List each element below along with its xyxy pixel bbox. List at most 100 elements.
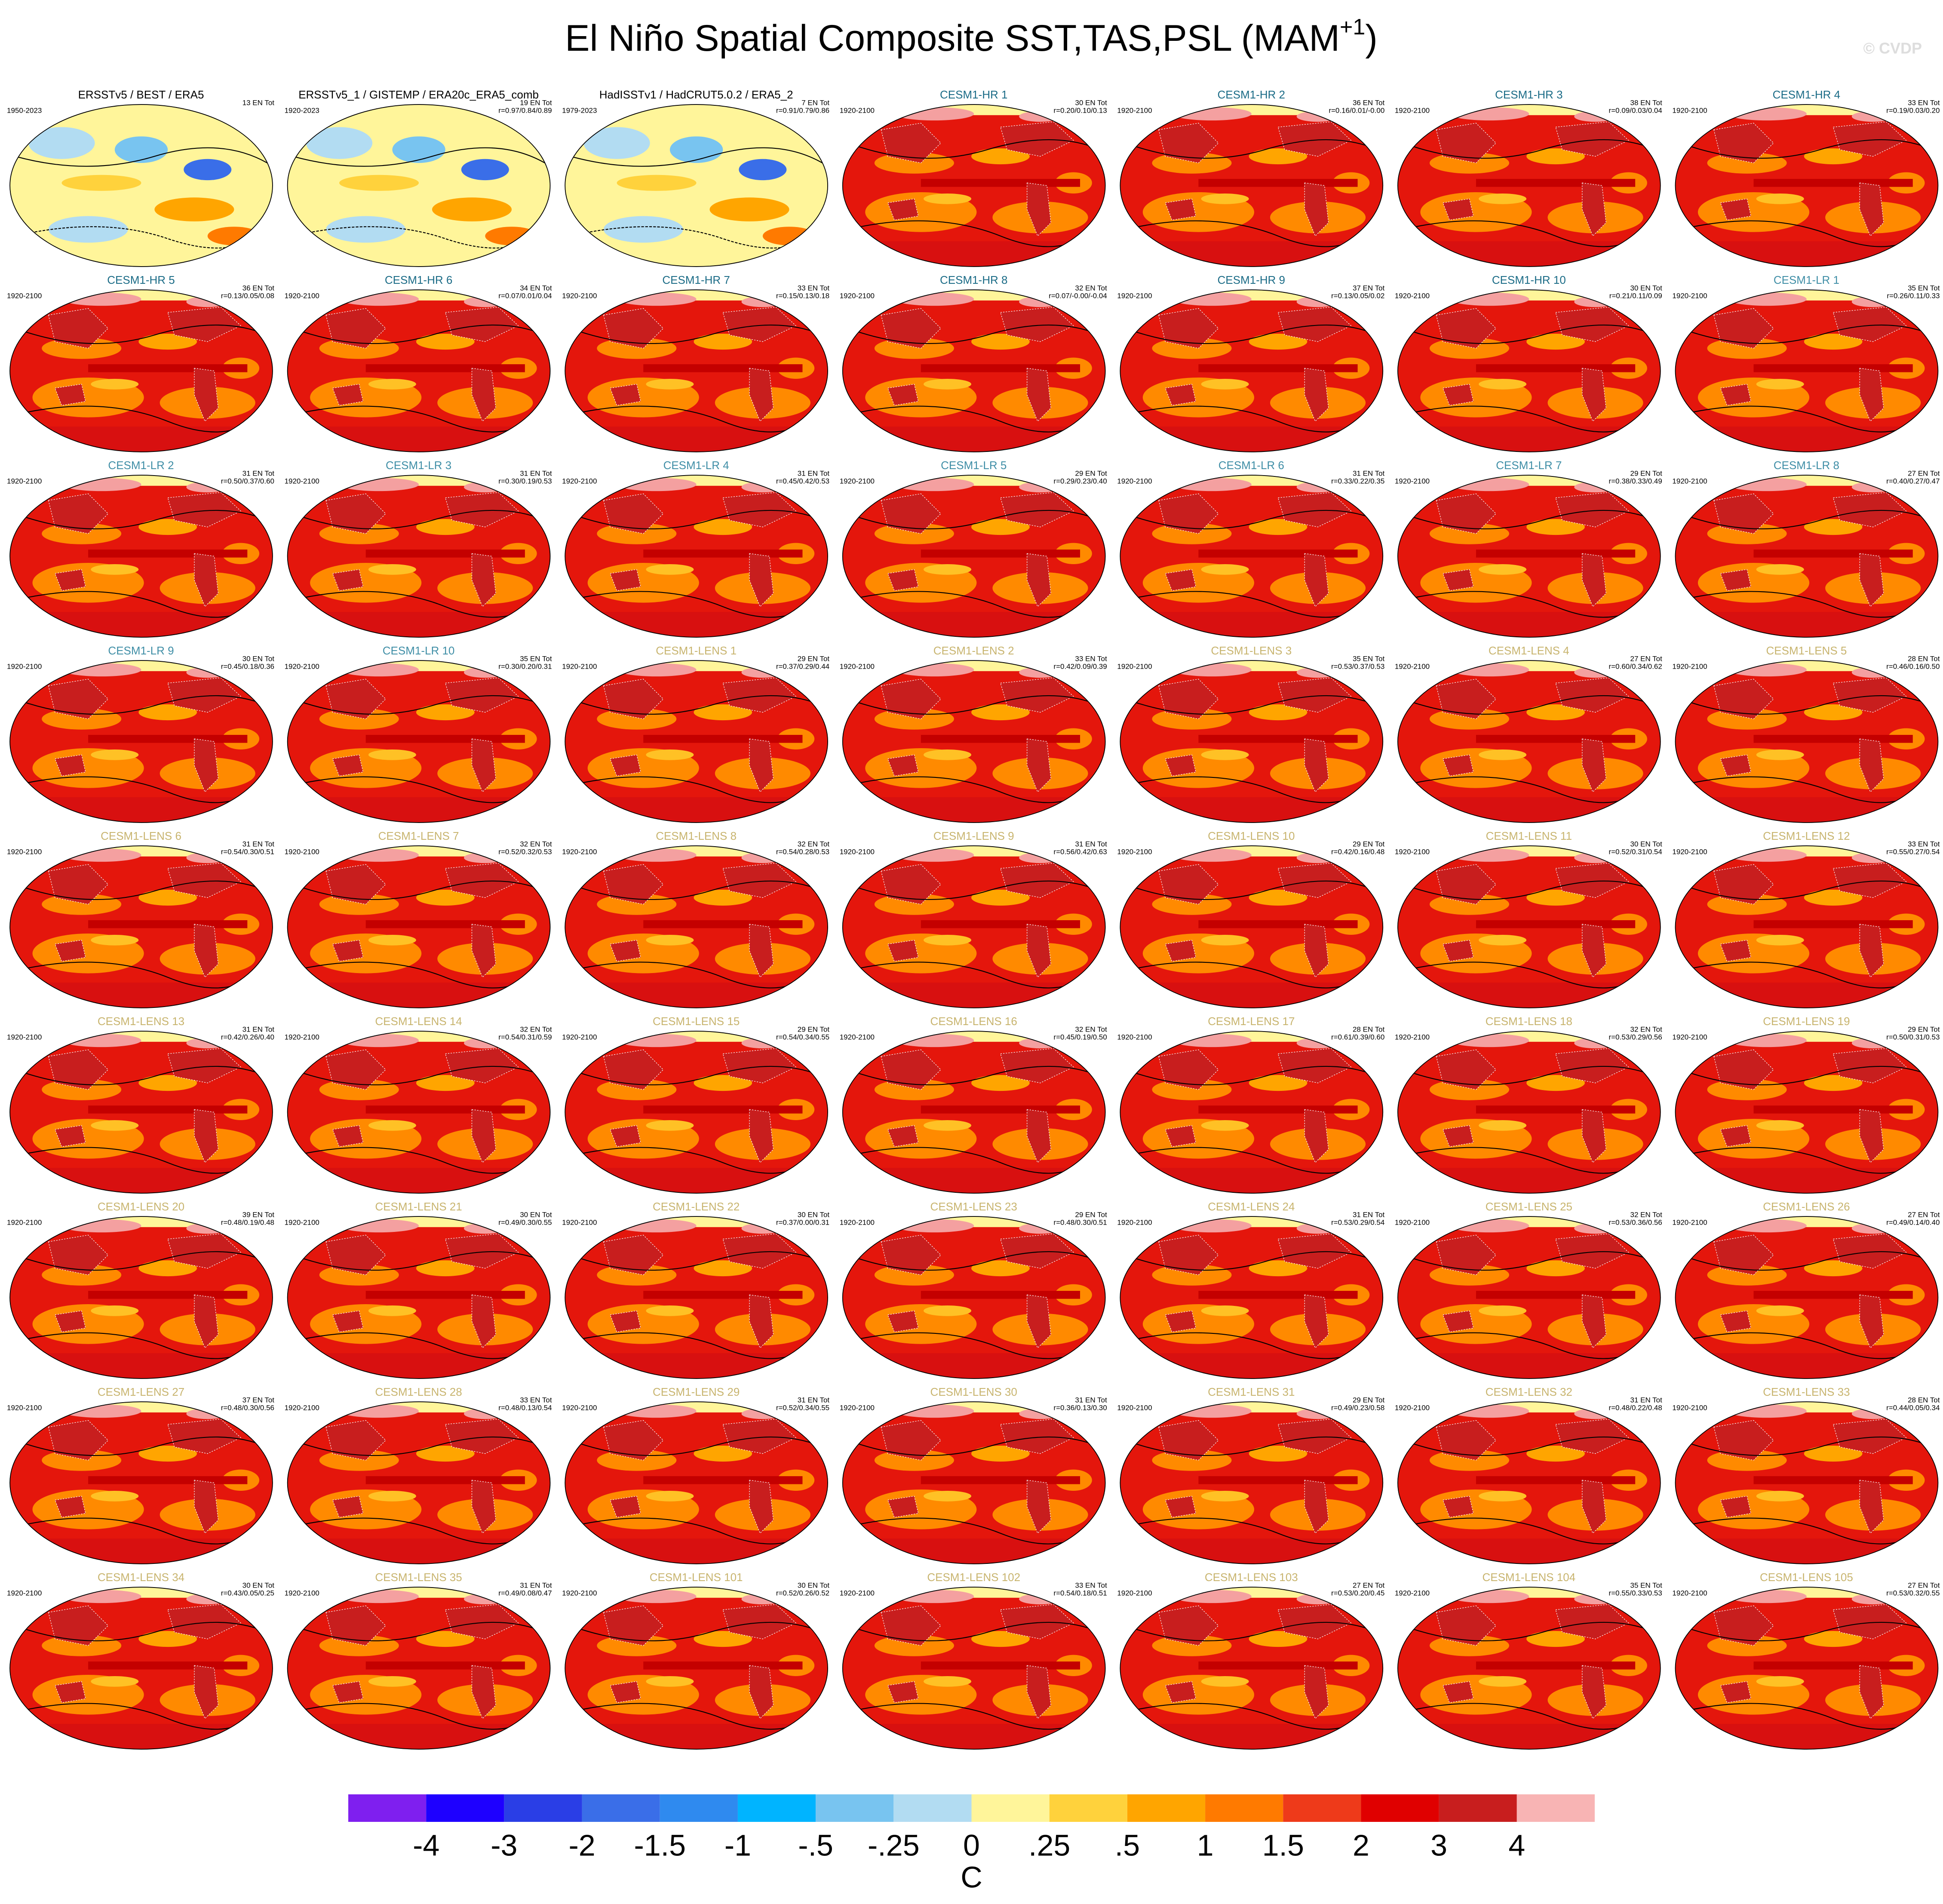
panel-title: CESM1-LENS 6	[101, 829, 181, 842]
panel-title: CESM1-LENS 8	[656, 829, 737, 842]
panel-title: CESM1-LENS 15	[653, 1015, 740, 1028]
panel-correlation: r=0.46/0.16/0.50	[1886, 662, 1940, 670]
panel-period: 1920-2100	[1395, 106, 1430, 114]
panel-correlation: r=0.13/0.05/0.08	[221, 292, 274, 300]
panel-correlation: r=0.48/0.22/0.48	[1609, 1403, 1662, 1412]
map	[841, 659, 1107, 824]
panel: CESM1-LENS 5 1920-2100 28 EN Totr=0.46/0.1…	[1672, 644, 1940, 824]
panel-count: 27 EN Tot	[1353, 1581, 1385, 1589]
panel-title: CESM1-HR 4	[1773, 88, 1840, 101]
panel: CESM1-LENS 11 1920-2100 30 EN Totr=0.52/0.…	[1395, 829, 1662, 1009]
colorbar-label: 1.5	[1262, 1828, 1304, 1862]
map	[286, 1586, 552, 1750]
panel-period: 1920-2100	[840, 1218, 875, 1226]
panel: CESM1-LENS 15 1920-2100 29 EN Totr=0.54/0.…	[562, 1015, 829, 1195]
panel-count: 31 EN Tot	[1353, 1210, 1385, 1219]
panel: CESM1-HR 7 1920-2100 33 EN Totr=0.15/0.13/…	[562, 273, 829, 453]
panel-count: 32 EN Tot	[520, 1025, 552, 1033]
panel-correlation: r=0.50/0.31/0.53	[1886, 1033, 1940, 1041]
panel-correlation: r=0.13/0.05/0.02	[1331, 292, 1384, 300]
panel-period: 1920-2100	[285, 848, 319, 856]
panel-title: CESM1-HR 10	[1492, 273, 1566, 286]
panel-correlation: r=0.42/0.26/0.40	[221, 1033, 274, 1041]
panel-period: 1920-2100	[285, 1589, 319, 1597]
map	[841, 103, 1107, 268]
panel-correlation: r=0.60/0.34/0.62	[1609, 662, 1662, 670]
map	[9, 289, 274, 453]
map	[564, 659, 829, 824]
panel-correlation: r=0.20/0.10/0.13	[1053, 106, 1107, 114]
panel-period: 1920-2100	[1672, 292, 1707, 300]
panel-correlation: r=0.52/0.31/0.54	[1609, 848, 1662, 856]
panel-correlation: r=0.49/0.14/0.40	[1886, 1218, 1940, 1226]
panel-title: CESM1-HR 2	[1218, 88, 1285, 101]
panel-title: CESM1-LR 8	[1774, 459, 1839, 472]
panel-period: 1920-2100	[840, 1589, 875, 1597]
colorbar-box	[1439, 1794, 1517, 1822]
panel-period: 1920-2100	[1117, 1033, 1152, 1041]
map	[1674, 474, 1939, 639]
panel-count: 30 EN Tot	[242, 654, 275, 663]
map	[1397, 659, 1662, 824]
panel-period: 1920-2100	[1672, 477, 1707, 485]
panel-title: CESM1-LENS 7	[378, 829, 459, 842]
map	[286, 1400, 552, 1565]
map	[9, 1215, 274, 1380]
panel-correlation: r=0.54/0.31/0.59	[498, 1033, 552, 1041]
panel-title: CESM1-LENS 27	[98, 1385, 184, 1398]
panel-count: 31 EN Tot	[1630, 1396, 1663, 1404]
panel-correlation: r=0.49/0.23/0.58	[1331, 1403, 1384, 1412]
panel-correlation: r=0.49/0.30/0.55	[498, 1218, 552, 1226]
panel-correlation: r=0.53/0.29/0.54	[1331, 1218, 1384, 1226]
panel-count: 13 EN Tot	[242, 98, 275, 107]
panel-title: CESM1-LENS 19	[1763, 1015, 1850, 1028]
panel-period: 1950-2023	[7, 106, 42, 114]
panel-count: 30 EN Tot	[1075, 98, 1107, 107]
panel-correlation: r=0.44/0.05/0.34	[1886, 1403, 1940, 1412]
panel-title: CESM1-HR 5	[107, 273, 175, 286]
panel: ERSSTv5_1 / GISTEMP / ERA20c_ERA5_comb19…	[285, 88, 552, 268]
panel-correlation: r=0.45/0.19/0.50	[1053, 1033, 1107, 1041]
map	[286, 845, 552, 1009]
map	[1674, 659, 1939, 824]
map	[564, 1215, 829, 1380]
panel-correlation: r=0.19/0.03/0.20	[1886, 106, 1940, 114]
panel-title: ERSSTv5_1 / GISTEMP / ERA20c_ERA5_comb	[298, 88, 539, 101]
colorbar-label: .25	[1028, 1828, 1070, 1862]
panel-count: 7 EN Tot	[801, 98, 829, 107]
map	[1397, 1586, 1662, 1750]
panel-correlation: r=0.45/0.42/0.53	[776, 477, 829, 485]
panel: CESM1-LENS 23 1920-2100 29 EN Totr=0.48/0.…	[840, 1200, 1107, 1380]
panel-period: 1920-2100	[840, 1033, 875, 1041]
panel: CESM1-HR 9 1920-2100 37 EN Totr=0.13/0.05/…	[1117, 273, 1385, 453]
panel: CESM1-LENS 30 1920-2100 31 EN Totr=0.36/0.…	[840, 1385, 1107, 1565]
panel-period: 1920-2100	[1117, 1589, 1152, 1597]
panel-correlation: r=0.38/0.33/0.49	[1609, 477, 1662, 485]
panel-count: 29 EN Tot	[798, 654, 830, 663]
panel-title: CESM1-LENS 24	[1208, 1200, 1295, 1213]
colorbar-box	[893, 1794, 972, 1822]
panel-period: 1920-2100	[1672, 1218, 1707, 1226]
panel-period: 1979-2023	[562, 106, 597, 114]
panel-count: 30 EN Tot	[798, 1581, 830, 1589]
panel: CESM1-LR 9 1920-2100 30 EN Totr=0.45/0.18/…	[7, 644, 274, 824]
panel-title: CESM1-LENS 16	[930, 1015, 1017, 1028]
panel-correlation: r=0.54/0.28/0.53	[776, 848, 829, 856]
panel-correlation: r=0.54/0.34/0.55	[776, 1033, 829, 1041]
panel-count: 31 EN Tot	[1075, 1396, 1107, 1404]
panel-title: CESM1-LENS 26	[1763, 1200, 1850, 1213]
panel: CESM1-LENS 29 1920-2100 31 EN Totr=0.52/0.…	[562, 1385, 829, 1565]
panel-period: 1920-2100	[840, 106, 875, 114]
map	[1674, 1030, 1939, 1195]
map	[286, 659, 552, 824]
colorbar-label: -2	[568, 1828, 595, 1862]
map	[1397, 103, 1662, 268]
panel-title: CESM1-LR 6	[1219, 459, 1284, 472]
panel-count: 35 EN Tot	[1353, 654, 1385, 663]
panel-correlation: r=0.53/0.29/0.56	[1609, 1033, 1662, 1041]
panel: CESM1-LENS 26 1920-2100 27 EN Totr=0.49/0.…	[1672, 1200, 1940, 1380]
panel-count: 31 EN Tot	[520, 1581, 552, 1589]
map	[564, 845, 829, 1009]
colorbar-label: 4	[1508, 1828, 1525, 1862]
panel-correlation: r=0.61/0.39/0.60	[1331, 1033, 1384, 1041]
